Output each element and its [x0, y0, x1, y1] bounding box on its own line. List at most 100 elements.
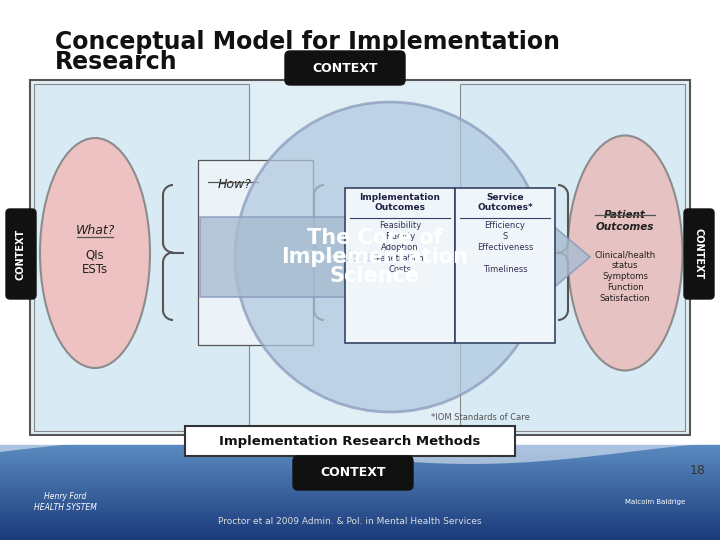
Bar	[0, 527, 720, 528]
Bar	[0, 0, 720, 445]
Bar	[0, 474, 720, 475]
Bar	[0, 529, 720, 530]
Bar	[0, 488, 720, 489]
Bar	[0, 523, 720, 524]
Text: Implementation: Implementation	[282, 247, 469, 267]
Bar	[0, 526, 720, 527]
Bar	[0, 521, 720, 522]
Bar	[0, 539, 720, 540]
Bar	[0, 512, 720, 513]
Bar	[0, 518, 720, 519]
Bar	[0, 479, 720, 480]
Bar	[0, 473, 720, 474]
Bar	[0, 484, 720, 485]
Bar	[0, 447, 720, 448]
FancyBboxPatch shape	[684, 209, 714, 299]
Bar	[0, 493, 720, 494]
Bar	[0, 536, 720, 537]
Text: What?: What?	[76, 224, 114, 237]
Bar	[0, 534, 720, 535]
Bar	[0, 476, 720, 477]
Bar	[0, 451, 720, 452]
Text: Service
Outcomes*: Service Outcomes*	[477, 193, 533, 212]
Bar	[0, 516, 720, 517]
Bar	[0, 467, 720, 468]
Bar	[0, 508, 720, 509]
Text: CONTEXT: CONTEXT	[320, 467, 386, 480]
Bar	[0, 501, 720, 502]
Bar	[0, 465, 720, 466]
Bar	[0, 500, 720, 501]
Bar	[0, 477, 720, 478]
FancyBboxPatch shape	[293, 456, 413, 490]
Bar	[0, 464, 720, 465]
Bar	[0, 515, 720, 516]
Bar	[0, 533, 720, 534]
PathPatch shape	[0, 410, 720, 464]
Bar	[0, 490, 720, 491]
Text: Henry Ford
HEALTH SYSTEM: Henry Ford HEALTH SYSTEM	[34, 492, 96, 512]
Text: Proctor et al 2009 Admin. & Pol. in Mental Health Services: Proctor et al 2009 Admin. & Pol. in Ment…	[218, 517, 482, 526]
Text: The Core of: The Core of	[307, 228, 443, 248]
Bar	[0, 457, 720, 458]
Text: Efficiency
S
Effectiveness

Timeliness: Efficiency S Effectiveness Timeliness	[477, 221, 534, 274]
Bar	[0, 506, 720, 507]
Bar	[0, 494, 720, 495]
FancyBboxPatch shape	[285, 51, 405, 85]
Bar	[0, 496, 720, 497]
Bar	[0, 448, 720, 449]
Bar	[0, 482, 720, 483]
Bar	[0, 507, 720, 508]
Bar	[0, 514, 720, 515]
Text: The Usual: The Usual	[302, 249, 387, 265]
Bar	[0, 502, 720, 503]
Bar	[0, 461, 720, 462]
Bar	[0, 481, 720, 482]
Bar	[0, 519, 720, 520]
Bar	[0, 480, 720, 481]
Bar	[0, 487, 720, 488]
Text: Conceptual Model for Implementation: Conceptual Model for Implementation	[55, 30, 560, 54]
Text: CONTEXT: CONTEXT	[694, 228, 704, 280]
Text: Feasibility
Fidelity
Adoption
Penetration
Costs: Feasibility Fidelity Adoption Penetratio…	[376, 221, 424, 274]
Bar	[0, 538, 720, 539]
Bar	[0, 499, 720, 500]
Text: 18: 18	[690, 463, 706, 476]
Ellipse shape	[40, 138, 150, 368]
Bar	[0, 522, 720, 523]
Bar	[30, 80, 690, 435]
Bar	[0, 470, 720, 471]
Bar	[0, 525, 720, 526]
Bar	[0, 478, 720, 479]
Ellipse shape	[567, 136, 683, 370]
Bar	[0, 532, 720, 533]
Bar	[0, 505, 720, 506]
Bar	[0, 452, 720, 453]
Text: Clinical/health
status
Symptoms
Function
Satisfaction: Clinical/health status Symptoms Function…	[595, 250, 656, 303]
Bar	[345, 188, 455, 343]
Bar	[0, 472, 720, 473]
Bar	[0, 492, 720, 493]
Text: How?: How?	[218, 178, 252, 191]
Text: Research: Research	[55, 50, 178, 74]
Bar	[0, 483, 720, 484]
Circle shape	[235, 102, 545, 412]
Text: CONTEXT: CONTEXT	[312, 62, 378, 75]
Bar	[0, 445, 720, 446]
Bar	[0, 531, 720, 532]
Bar	[0, 511, 720, 512]
Bar	[0, 524, 720, 525]
Bar	[0, 458, 720, 459]
Bar	[0, 486, 720, 487]
Bar	[0, 450, 720, 451]
Bar	[0, 454, 720, 455]
Text: Implementation
Outcomes: Implementation Outcomes	[359, 193, 441, 212]
Bar	[0, 513, 720, 514]
Text: QIs
ESTs: QIs ESTs	[82, 248, 108, 276]
Bar	[0, 510, 720, 511]
Bar	[0, 503, 720, 504]
Bar	[0, 535, 720, 536]
Bar	[0, 509, 720, 510]
Bar	[0, 462, 720, 463]
Bar	[460, 84, 685, 431]
